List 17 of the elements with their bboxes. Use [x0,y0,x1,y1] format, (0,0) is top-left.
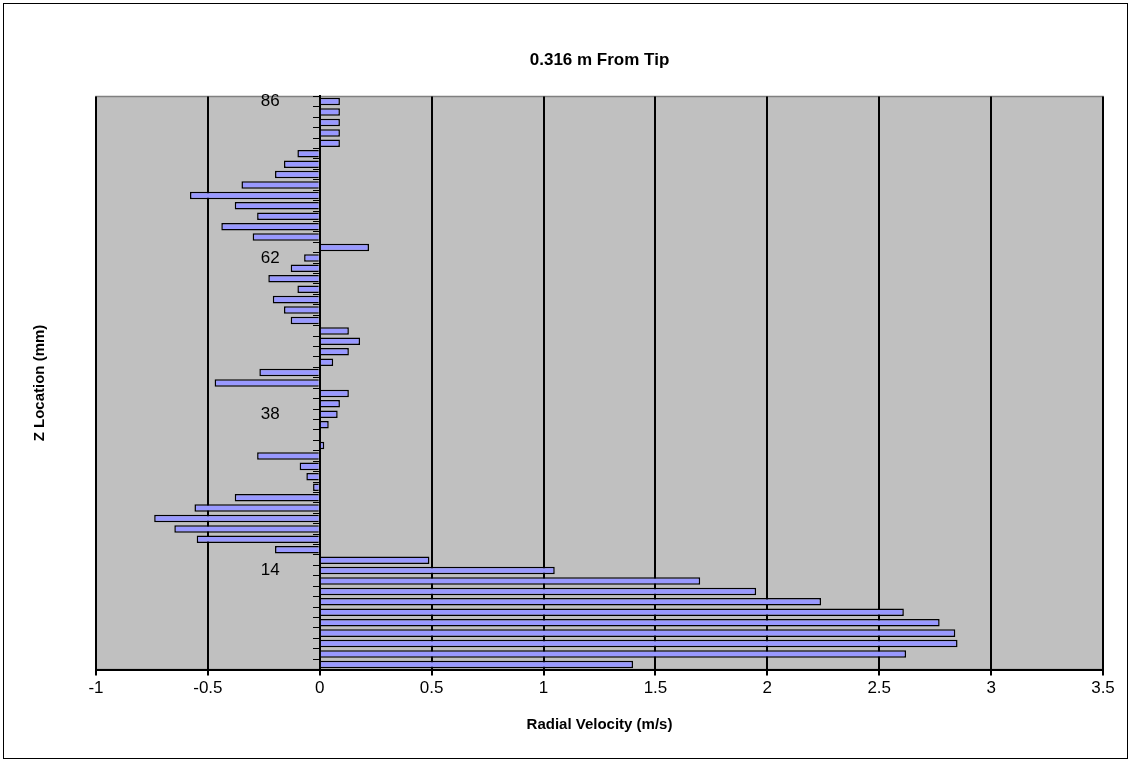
x-tick-label: 3 [986,678,996,698]
y-axis-title: Z Location (mm) [30,324,48,442]
x-tick-label: 2.5 [867,678,892,698]
chart-title: 0.316 m From Tip [529,49,670,69]
y-tick-label: 14 [260,560,280,580]
x-tick-label: 2 [762,678,773,698]
y-tick-label: 38 [260,403,280,423]
x-tick-label: 3.5 [1091,678,1115,698]
x-axis-title: Radial Velocity (m/s) [526,715,673,733]
x-tick-label: -1 [88,678,104,698]
x-tick-label: 1.5 [643,678,668,698]
y-tick-label: 86 [260,91,280,111]
x-tick-label: -0.5 [193,678,223,698]
x-tick-label: 0.5 [419,678,444,698]
y-tick-label: 62 [260,247,280,267]
x-tick-label: 1 [538,678,549,698]
x-tick-label: 0 [315,678,325,698]
